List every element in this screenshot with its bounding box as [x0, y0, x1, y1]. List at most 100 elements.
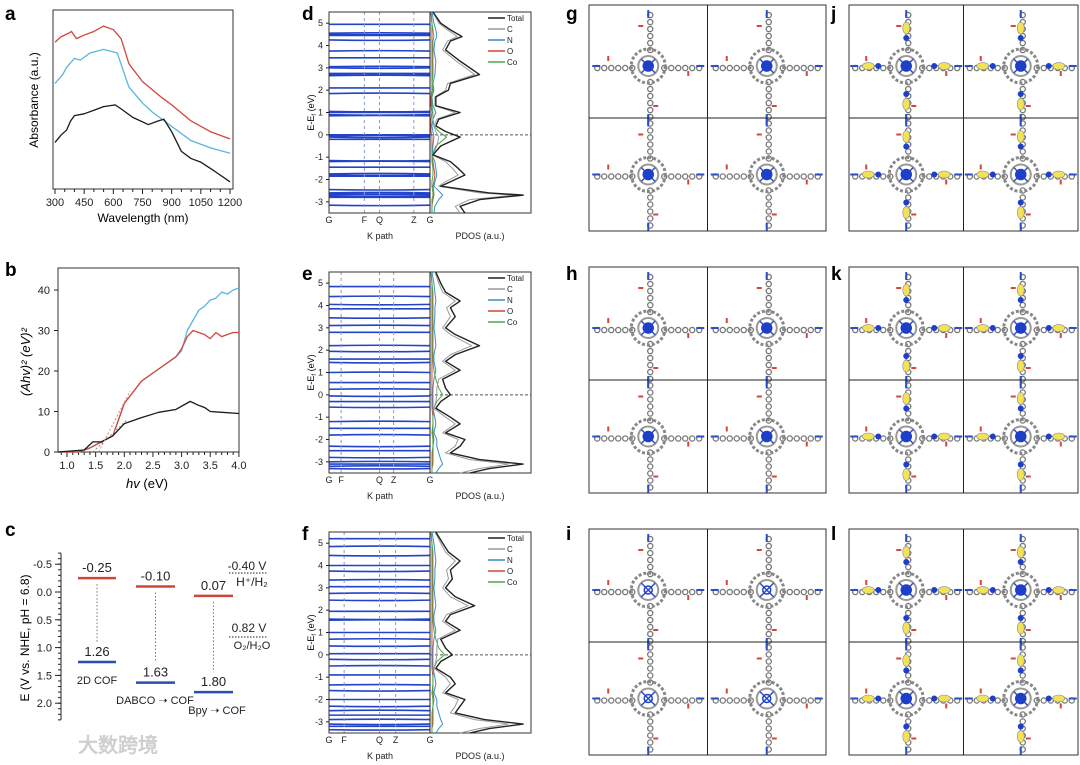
h-linker-atom — [675, 326, 682, 334]
j-density-lobe-negative — [903, 143, 910, 150]
a-series-black — [54, 104, 231, 183]
b-x-tick-label: 2.5 — [145, 460, 160, 472]
k-density-lobe-negative — [1017, 353, 1024, 360]
g-linker-atom — [807, 173, 815, 180]
g-linker-atom — [629, 64, 636, 72]
l-linker-atom — [1040, 697, 1048, 704]
c-cb-value: 0.07 — [201, 578, 226, 593]
i-linker-atom — [719, 588, 727, 596]
e-xlabel-pdos: PDOS (a.u.) — [455, 491, 504, 501]
k-density-lobe-negative — [931, 325, 938, 332]
f-pdos-co — [430, 531, 446, 733]
k-linker-atom — [1019, 347, 1027, 355]
k-porphyrin-inner — [1009, 425, 1032, 448]
k-cobalt-atom — [1015, 322, 1027, 334]
k-linker-atom — [905, 347, 912, 355]
j-porphyrin-inner — [895, 55, 918, 78]
h-linker-atom — [765, 470, 773, 477]
f-pdos-total — [435, 531, 524, 734]
b-series-red — [57, 329, 239, 453]
k-density-lobe-positive — [902, 392, 911, 405]
d-kpoint-label: Q — [376, 215, 383, 225]
h-linker-atom — [765, 456, 773, 463]
k-density-lobe-negative — [875, 433, 882, 440]
i-linker-atom — [765, 542, 773, 550]
j-density-lobe-negative — [1045, 171, 1052, 178]
k-linker-atom — [926, 326, 933, 334]
i-linker-atom — [601, 588, 608, 596]
panel-label-j: j — [830, 4, 836, 25]
k-density-lobe-negative — [989, 433, 996, 440]
j-linker-atom — [926, 173, 933, 180]
b-y-tick-label: 20 — [38, 366, 50, 378]
i-linker-atom — [647, 549, 654, 557]
k-density-lobe-negative — [1017, 461, 1024, 468]
g-linker-atom — [786, 64, 794, 72]
i-linker-atom — [647, 739, 654, 746]
l-density-lobe-negative — [875, 695, 882, 702]
panel-label-d: d — [302, 4, 314, 25]
j-density-lobe-negative — [1017, 91, 1024, 98]
i-porphyrin-inner — [637, 579, 660, 602]
d-kpoint-label: Z — [411, 215, 417, 225]
l-linker-atom — [1019, 563, 1027, 571]
f-legend-label: C — [507, 545, 513, 554]
h-linker-atom — [647, 294, 654, 302]
g-linker-atom — [682, 173, 689, 180]
g-linker-atom — [629, 173, 636, 180]
i-linker-atom — [647, 672, 654, 679]
g-linker-atom — [786, 173, 794, 180]
k-density-lobe-negative — [1017, 405, 1024, 412]
h-linker-atom — [675, 435, 682, 442]
g-linker-atom — [800, 173, 808, 180]
k-density-lobe-positive — [976, 324, 990, 332]
k-linker-atom — [1001, 326, 1009, 334]
k-cobalt-atom — [900, 430, 912, 443]
l-porphyrin-inner — [1009, 687, 1032, 710]
j-density-lobe-negative — [1017, 35, 1024, 42]
j-linker-atom — [994, 173, 1002, 180]
j-density-lobe-negative — [931, 171, 938, 178]
b-y-tick-label: 10 — [38, 407, 50, 419]
k-porphyrin-ring — [1002, 418, 1040, 455]
e-pdos-c — [433, 271, 510, 474]
j-linker-atom — [1019, 194, 1027, 201]
b-ylabel: (Ahv)² (eV)² — [18, 327, 33, 396]
l-density-lobe-positive — [861, 586, 875, 594]
h-linker-atom — [629, 435, 636, 442]
l-density-lobe-negative — [903, 667, 910, 674]
l-linker-atom — [880, 588, 887, 596]
k-density-lobe-negative — [903, 353, 910, 360]
g-linker-atom — [800, 64, 808, 72]
h-linker-atom — [765, 410, 773, 417]
e-pdos-n — [431, 271, 444, 474]
f-y-tick-label: 0 — [318, 650, 323, 660]
b-x-tick-label: 3.0 — [174, 460, 189, 472]
h-linker-atom — [765, 396, 773, 403]
i-linker-atom — [608, 588, 615, 596]
i-linker-atom — [647, 616, 654, 624]
g-linker-atom — [647, 208, 654, 215]
c-y-tick-label: 1.5 — [37, 670, 52, 682]
d-legend-label: O — [507, 47, 513, 56]
i-linker-atom — [629, 697, 636, 704]
i-linker-atom — [747, 697, 755, 704]
h-linker-atom — [807, 435, 815, 442]
g-linker-atom — [647, 106, 654, 114]
a-x-tick-label: 900 — [162, 197, 180, 209]
l-density-lobe-negative — [875, 587, 882, 594]
j-density-lobe-positive — [1052, 170, 1066, 179]
c-material-name: 2D COF — [77, 675, 118, 687]
a-x-tick-label: 300 — [46, 197, 64, 209]
i-linker-atom — [647, 563, 654, 571]
i-co-n-bond — [640, 690, 656, 707]
k-linker-atom — [887, 435, 894, 442]
l-density-lobe-negative — [903, 723, 910, 730]
f-legend-label: Co — [507, 578, 518, 587]
a-x-tick-label: 750 — [133, 197, 151, 209]
h-linker-atom — [682, 326, 689, 334]
g-linker-atom — [668, 64, 675, 72]
f-pdos-n — [431, 531, 444, 734]
j-density-lobe-positive — [937, 170, 951, 179]
g-cobalt-atom — [761, 60, 773, 72]
